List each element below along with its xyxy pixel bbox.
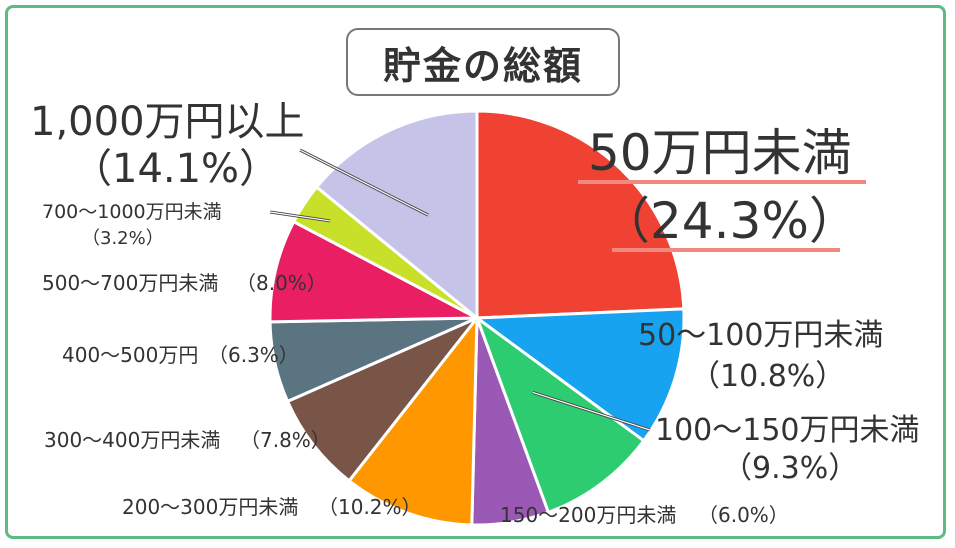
leader-line-2	[532, 391, 651, 431]
slice-pct-3: （6.0%）	[698, 503, 789, 527]
label-group-7: 500〜700万円未満 （8.0%）	[42, 271, 327, 295]
pie-slice-1	[472, 307, 686, 443]
label-group-0: 50万円未満 （24.3%）	[578, 124, 866, 252]
label-group-4: 200〜300万円未満 （10.2%）	[122, 495, 422, 519]
pie-slice-9	[314, 109, 479, 322]
label-group-9: 1,000万円以上 （14.1%）	[30, 99, 305, 192]
label-group-5: 300〜400万円未満 （7.8%）	[44, 428, 331, 452]
slice-pct-1: （10.8%）	[690, 359, 845, 394]
slice-pct-5: （7.8%）	[240, 428, 331, 452]
label-group-1: 50〜100万円未満 （10.8%）	[638, 318, 883, 394]
slice-pct-9: （14.1%）	[72, 146, 279, 192]
label-group-6: 400〜500万円 （6.3%）	[62, 343, 299, 367]
pie-slice-0	[475, 109, 686, 320]
slice-label-1: 50〜100万円未満	[638, 318, 883, 353]
slice-pct-7: （8.0%）	[236, 271, 327, 295]
pie-slice-5	[285, 316, 479, 483]
slice-label-5: 300〜400万円未満	[44, 428, 220, 452]
slice-pct-4: （10.2%）	[318, 495, 422, 519]
leader-line-9	[299, 149, 429, 216]
slice-label-3: 150〜200万円未満	[500, 503, 676, 527]
slice-pct-2: （9.3%）	[722, 451, 858, 486]
slice-label-2: 100〜150万円未満	[655, 413, 920, 448]
slice-pct-0: （24.3%）	[600, 192, 859, 250]
slice-pct-6: （6.3%）	[208, 343, 299, 367]
label-group-8: 700〜1000万円未満 （3.2%）	[42, 201, 222, 249]
pie-slice-7	[268, 219, 478, 324]
slice-label-8: 700〜1000万円未満	[42, 201, 222, 223]
slice-label-7: 500〜700万円未満	[42, 271, 218, 295]
slice-pct-8: （3.2%）	[82, 228, 164, 249]
pie-slice-2	[473, 313, 646, 515]
chart-title: 貯金の総額	[346, 28, 620, 96]
slice-label-9: 1,000万円以上	[30, 99, 305, 145]
slice-label-6: 400〜500万円	[62, 343, 198, 367]
slice-label-4: 200〜300万円未満	[122, 495, 298, 519]
label-group-3: 150〜200万円未満 （6.0%）	[500, 503, 789, 527]
leader-line-8	[269, 211, 331, 222]
label-group-2: 100〜150万円未満 （9.3%）	[655, 413, 920, 486]
slice-label-0: 50万円未満	[588, 124, 852, 182]
pie-slice-4	[346, 313, 479, 527]
